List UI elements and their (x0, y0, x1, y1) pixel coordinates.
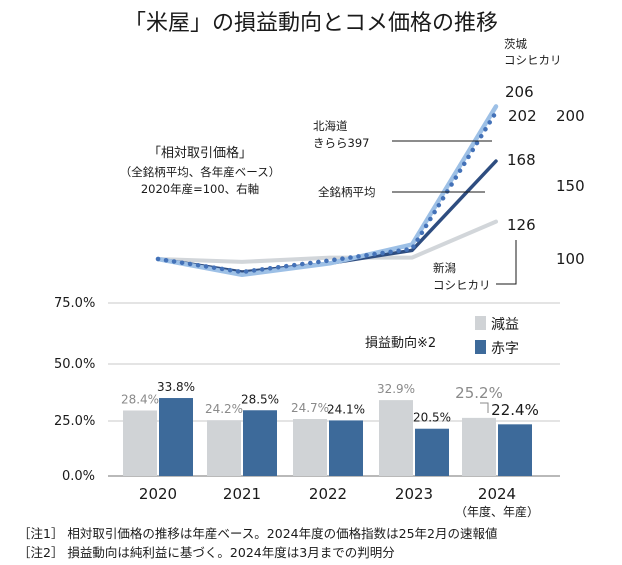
bar-deficit-2022 (329, 420, 363, 476)
end-value-ibaraki: 206 (505, 83, 534, 101)
legend-swatch-decrease (475, 316, 486, 330)
data-label-decrease-2020: 28.4% (121, 392, 159, 406)
data-label-deficit-2023: 20.5% (413, 411, 451, 425)
left-axis-tick-50: 50.0% (54, 357, 95, 372)
data-label-deficit-2022: 24.1% (327, 402, 365, 416)
bar-deficit-2021 (243, 410, 277, 476)
legend-swatch-deficit (475, 340, 486, 354)
leader-line-niigata (496, 240, 517, 285)
chart-title: 「米屋」の損益動向とコメ価格の推移 (124, 11, 498, 36)
bar-decrease-2020 (123, 410, 157, 476)
series-label-ibaraki-line1: 茨城 (504, 37, 527, 51)
category-label-2021: 2021 (223, 485, 261, 503)
left-axis-tick-25: 25.0% (54, 414, 95, 429)
end-value-average: 168 (507, 151, 536, 169)
series-line-niigata-koshihikari (156, 219, 498, 264)
left-axis-tick-75: 75.0% (54, 296, 95, 311)
line-series-group (155, 104, 499, 278)
price-note-line2: （全銘柄平均、各年産ベース） (120, 165, 280, 179)
series-label-hokkaido-line2: きらら397 (313, 136, 369, 150)
left-axis-tick-0: 0.0% (62, 469, 95, 484)
footnote-2: ［注2］ 損益動向は純利益に基づく。2024年度は3月までの判明分 (18, 545, 395, 560)
right-axis-tick-200: 200 (556, 107, 585, 125)
legend-label-decrease: 減益 (491, 316, 519, 333)
bar-decrease-2021 (207, 420, 241, 476)
bar-deficit-2020 (159, 398, 193, 476)
end-value-niigata: 126 (507, 216, 536, 234)
bar-decrease-2024 (462, 417, 496, 476)
bar-chart-title: 損益動向※2 (365, 335, 436, 351)
bar-decrease-2023 (379, 400, 413, 476)
category-label-2022: 2022 (309, 485, 347, 503)
footnote-1: ［注1］ 相対取引価格の推移は年産ベース。2024年度の価格指数は25年2月の速… (18, 526, 497, 541)
bar-deficit-2024 (498, 424, 532, 476)
data-label-decrease-2021: 24.2% (205, 402, 243, 416)
data-label-deficit-2020: 33.8% (157, 380, 195, 394)
price-note-line1: 「相対取引価格」 (148, 145, 252, 161)
category-label-2024: 2024 (478, 485, 516, 503)
data-label-decrease-2024: 25.2% (455, 384, 503, 402)
data-label-deficit-2024: 22.4% (491, 401, 539, 419)
bar-series-group (123, 398, 532, 476)
series-label-hokkaido-line1: 北海道 (313, 119, 348, 133)
data-label-decrease-2022: 24.7% (291, 401, 329, 415)
category-axis-note: （年度、年産） (455, 504, 539, 519)
series-label-ibaraki-line2: コシヒカリ (504, 53, 562, 67)
legend-label-deficit: 赤字 (491, 341, 519, 357)
price-note-line3: 2020年産=100、右軸 (141, 182, 259, 196)
series-label-niigata-line1: 新潟 (433, 261, 456, 275)
category-label-2023: 2023 (395, 485, 433, 503)
end-value-hokkaido: 202 (508, 107, 537, 125)
right-axis-tick-150: 150 (556, 177, 585, 195)
bar-decrease-2022 (293, 419, 327, 476)
series-line-hokkaido-kirara397 (155, 109, 499, 275)
series-label-average: 全銘柄平均 (318, 185, 376, 199)
category-label-2020: 2020 (139, 485, 177, 503)
right-axis-tick-100: 100 (556, 250, 585, 268)
data-label-deficit-2021: 28.5% (241, 392, 279, 406)
bar-deficit-2023 (415, 428, 449, 476)
series-label-niigata-line2: コシヒカリ (433, 278, 491, 292)
leader-line-2024-decrease (480, 402, 489, 413)
data-label-decrease-2023: 32.9% (377, 382, 415, 396)
